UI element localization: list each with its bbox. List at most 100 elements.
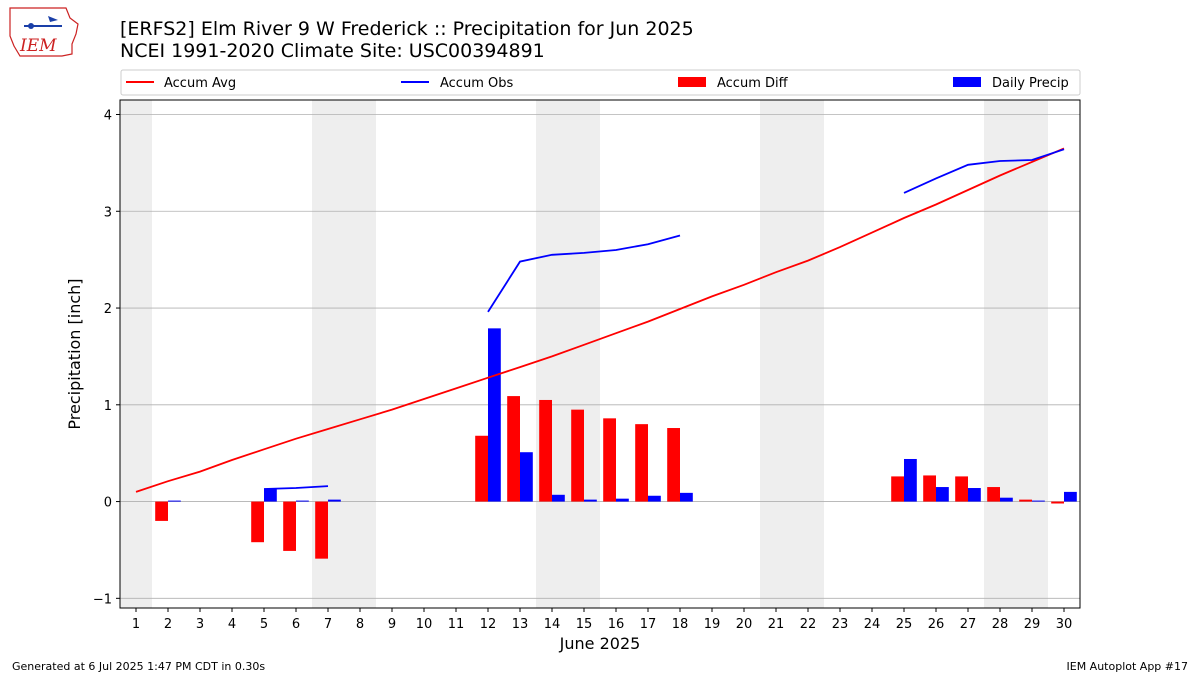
x-tick-label-26: 26 (928, 617, 945, 632)
iowa-outline-icon (9, 7, 79, 57)
x-tick-label-8: 8 (356, 617, 364, 632)
x-tick-label-17: 17 (640, 617, 657, 632)
x-tick-label-5: 5 (260, 617, 268, 632)
bar-accum-diff-5 (251, 501, 264, 543)
bar-accum-diff-2 (155, 501, 168, 521)
x-tick-label-11: 11 (448, 617, 465, 632)
x-tick-label-15: 15 (576, 617, 593, 632)
line-accum-obs-segment-0 (263, 485, 329, 490)
bar-accum-diff-27 (955, 476, 968, 502)
x-tick-label-7: 7 (324, 617, 332, 632)
x-tick-label-13: 13 (512, 617, 529, 632)
bar-accum-diff-6 (283, 501, 296, 551)
legend-swatch-accum-diff (678, 77, 706, 87)
x-tick-label-27: 27 (960, 617, 977, 632)
legend: Accum Avg Accum Obs Accum Diff Daily Pre… (120, 69, 1081, 96)
bar-accum-diff-14 (539, 399, 552, 502)
bar-accum-diff-26 (923, 475, 936, 502)
x-tick-label-18: 18 (672, 617, 689, 632)
bar-accum-diff-15 (571, 409, 584, 502)
x-axis-ticks: 1 2 3 4 5 6 7 8 9 10 11 12 13 14 15 16 17 18 19 20 21 22 23 24 2… (132, 608, 1072, 632)
bars (155, 328, 1077, 559)
x-tick-label-1: 1 (132, 617, 140, 632)
chart-title: [ERFS2] Elm River 9 W Frederick :: Preci… (120, 18, 694, 40)
x-tick-label-25: 25 (896, 617, 913, 632)
bar-accum-diff-12 (475, 435, 488, 502)
legend-label-accum-obs: Accum Obs (440, 76, 513, 91)
x-tick-label-10: 10 (416, 617, 433, 632)
line-accum-avg-segment-0 (135, 147, 1065, 493)
bar-accum-diff-28 (987, 487, 1000, 502)
bar-daily-precip-13 (520, 452, 533, 502)
bar-daily-precip-28 (1000, 497, 1013, 502)
bar-daily-precip-2 (168, 500, 181, 502)
weekend-bands (120, 100, 1048, 608)
x-tick-label-30: 30 (1056, 617, 1073, 632)
bar-daily-precip-18 (680, 492, 693, 502)
x-axis-label: June 2025 (559, 634, 641, 653)
y-axis-label: Precipitation [inch] (65, 278, 84, 429)
y-tick-label-4: 4 (104, 109, 112, 124)
y-tick-label--1: −1 (93, 592, 112, 607)
bar-daily-precip-12 (488, 328, 501, 502)
x-tick-label-21: 21 (768, 617, 785, 632)
bar-accum-diff-13 (507, 396, 520, 502)
logo-text: IEM (19, 36, 57, 56)
bar-accum-diff-30 (1051, 501, 1064, 504)
x-tick-label-2: 2 (164, 617, 172, 632)
weekend-band-3 (760, 100, 824, 608)
weekend-band-2 (536, 100, 600, 608)
bar-daily-precip-6 (296, 500, 309, 502)
iem-logo: IEM (9, 7, 79, 57)
bar-accum-diff-17 (635, 424, 648, 502)
y-tick-label-1: 1 (104, 399, 112, 414)
y-axis-ticks: −1 0 1 2 3 4 (93, 109, 120, 607)
y-tick-label-0: 0 (104, 496, 112, 511)
legend-label-accum-avg: Accum Avg (164, 76, 236, 91)
weekend-band-0 (120, 100, 152, 608)
bar-daily-precip-7 (328, 499, 341, 502)
bar-accum-diff-16 (603, 418, 616, 502)
bar-daily-precip-5 (264, 488, 277, 502)
x-tick-label-9: 9 (388, 617, 396, 632)
footer-app: IEM Autoplot App #17 (1067, 660, 1189, 673)
x-tick-label-3: 3 (196, 617, 204, 632)
x-tick-label-28: 28 (992, 617, 1009, 632)
bar-daily-precip-25 (904, 458, 917, 502)
chart-subtitle: NCEI 1991-2020 Climate Site: USC00394891 (120, 40, 545, 62)
footer-generated: Generated at 6 Jul 2025 1:47 PM CDT in 0… (12, 660, 265, 673)
x-tick-label-19: 19 (704, 617, 721, 632)
bar-accum-diff-25 (891, 476, 904, 502)
bar-daily-precip-15 (584, 499, 597, 502)
bar-daily-precip-17 (648, 495, 661, 502)
weekend-band-4 (984, 100, 1048, 608)
legend-label-daily-precip: Daily Precip (992, 76, 1069, 91)
x-tick-label-4: 4 (228, 617, 236, 632)
plot-frame (119, 99, 1081, 609)
series-lines (135, 147, 1065, 493)
x-tick-label-24: 24 (864, 617, 881, 632)
bar-daily-precip-26 (936, 487, 949, 502)
bar-daily-precip-16 (616, 498, 629, 502)
x-tick-label-23: 23 (832, 617, 849, 632)
bar-accum-diff-29 (1019, 499, 1032, 502)
x-tick-label-14: 14 (544, 617, 561, 632)
y-tick-label-3: 3 (104, 205, 112, 220)
x-tick-label-20: 20 (736, 617, 753, 632)
bar-daily-precip-29 (1032, 500, 1045, 502)
bar-daily-precip-27 (968, 488, 981, 502)
bar-accum-diff-18 (667, 428, 680, 502)
x-tick-label-6: 6 (292, 617, 300, 632)
x-tick-label-22: 22 (800, 617, 817, 632)
legend-label-accum-diff: Accum Diff (717, 76, 789, 91)
x-tick-label-29: 29 (1024, 617, 1041, 632)
x-tick-label-12: 12 (480, 617, 497, 632)
x-tick-label-16: 16 (608, 617, 625, 632)
y-tick-label-2: 2 (104, 302, 112, 317)
line-accum-obs-segment-2 (903, 148, 1065, 194)
bar-daily-precip-14 (552, 494, 565, 502)
legend-swatch-daily-precip (953, 77, 981, 87)
gridlines (120, 114, 1080, 599)
bar-daily-precip-30 (1064, 491, 1077, 502)
